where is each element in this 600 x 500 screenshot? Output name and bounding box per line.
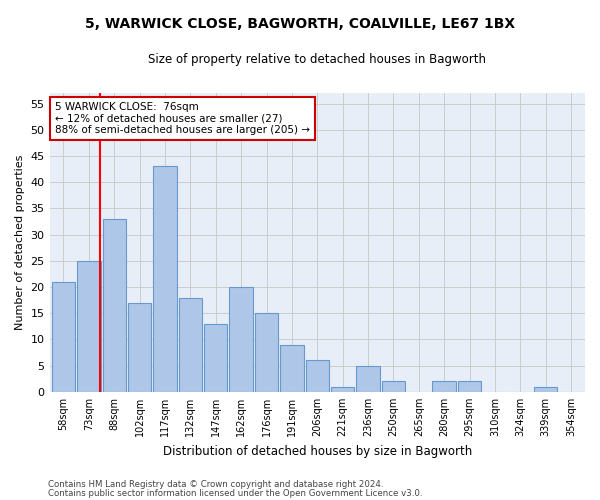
Bar	[204, 324, 227, 392]
Bar	[458, 382, 481, 392]
Title: Size of property relative to detached houses in Bagworth: Size of property relative to detached ho…	[148, 52, 486, 66]
Text: 5 WARWICK CLOSE:  76sqm
← 12% of detached houses are smaller (27)
88% of semi-de: 5 WARWICK CLOSE: 76sqm ← 12% of detached…	[55, 102, 310, 135]
Bar	[103, 219, 126, 392]
Bar	[179, 298, 202, 392]
Bar	[305, 360, 329, 392]
Bar	[280, 344, 304, 392]
Bar	[255, 314, 278, 392]
Text: Contains HM Land Registry data © Crown copyright and database right 2024.: Contains HM Land Registry data © Crown c…	[48, 480, 383, 489]
Bar	[52, 282, 75, 392]
Bar	[433, 382, 456, 392]
X-axis label: Distribution of detached houses by size in Bagworth: Distribution of detached houses by size …	[163, 444, 472, 458]
Bar	[534, 386, 557, 392]
Bar	[77, 261, 101, 392]
Y-axis label: Number of detached properties: Number of detached properties	[15, 155, 25, 330]
Text: 5, WARWICK CLOSE, BAGWORTH, COALVILLE, LE67 1BX: 5, WARWICK CLOSE, BAGWORTH, COALVILLE, L…	[85, 18, 515, 32]
Bar	[331, 386, 355, 392]
Bar	[229, 287, 253, 392]
Bar	[382, 382, 405, 392]
Bar	[356, 366, 380, 392]
Text: Contains public sector information licensed under the Open Government Licence v3: Contains public sector information licen…	[48, 488, 422, 498]
Bar	[154, 166, 176, 392]
Bar	[128, 303, 151, 392]
